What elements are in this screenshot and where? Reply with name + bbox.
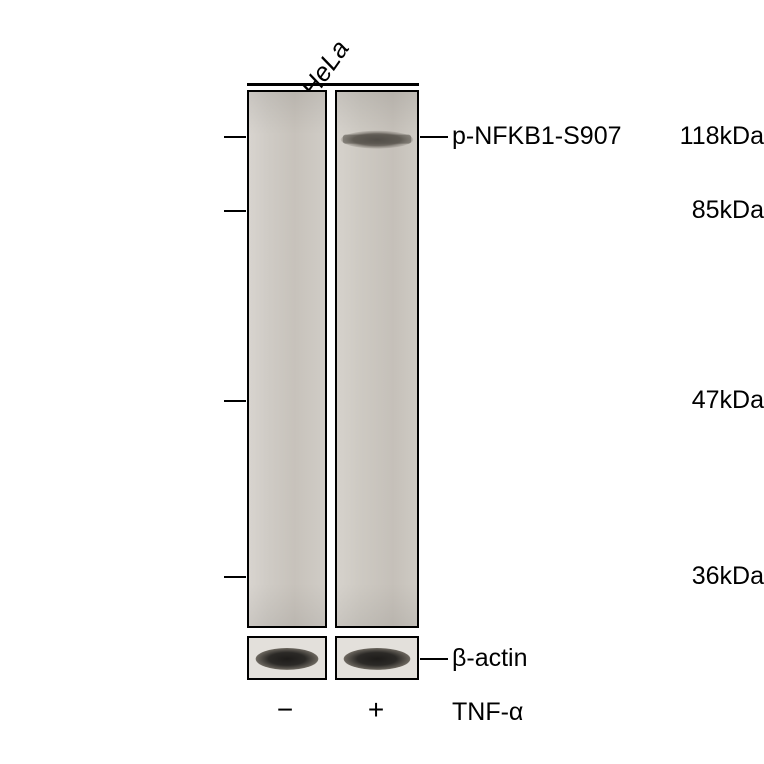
sample-underline — [247, 83, 419, 86]
lane-1-actin-svg — [249, 638, 325, 678]
lane-1-main — [247, 90, 327, 628]
lane-2-bg — [337, 92, 417, 626]
mw-label-47: 47kDa — [542, 386, 764, 415]
lane-1-bg — [249, 92, 325, 626]
blot-figure: HeLa 118kDa 85kDa 47kDa 36kDa — [0, 0, 764, 764]
mw-label-36: 36kDa — [542, 562, 764, 591]
mw-label-85: 85kDa — [542, 196, 764, 225]
mw-tick-118 — [224, 136, 246, 138]
treatment-lane-2: + — [366, 694, 386, 726]
treatment-label: TNF-α — [452, 698, 523, 727]
treatment-lane-1: − — [275, 694, 295, 726]
mw-tick-36 — [224, 576, 246, 578]
lane-2-actin — [335, 636, 419, 680]
target-band-tick — [420, 136, 448, 138]
actin-band-tick — [420, 658, 448, 660]
lane-2-actin-svg — [337, 638, 417, 678]
actin-band-label: β-actin — [452, 644, 528, 673]
lane-1-actin — [247, 636, 327, 680]
mw-tick-47 — [224, 400, 246, 402]
lane-2-main — [335, 90, 419, 628]
target-band-label: p-NFKB1-S907 — [452, 122, 622, 151]
mw-tick-85 — [224, 210, 246, 212]
